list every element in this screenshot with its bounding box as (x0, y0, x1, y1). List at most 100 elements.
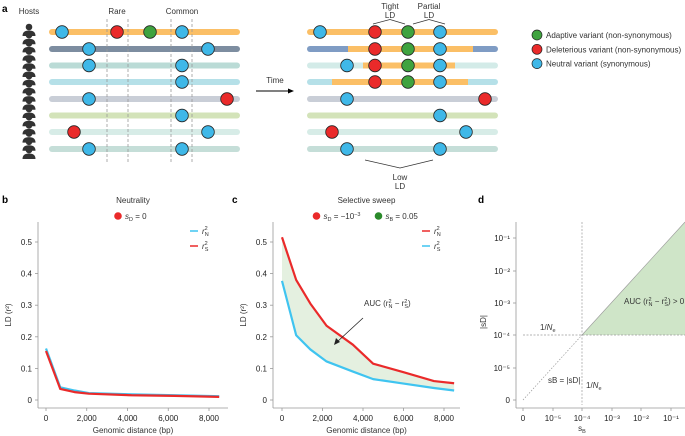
x-axis-label: sB (578, 424, 586, 435)
adaptive-variant (401, 25, 415, 39)
panel-a-diagram: Hosts Rare Common Time Tight LD Partial … (19, 2, 682, 191)
legend-label-S: r2 S (202, 241, 209, 253)
neutral-variant (82, 58, 96, 73)
panel-label-b: b (2, 195, 8, 206)
sweep-haplotype-segment (332, 79, 468, 85)
host-icon (25, 89, 33, 96)
legend-label-deleterious: Deleterious variant (non-synonymous) (546, 45, 682, 54)
neutral-variant (433, 25, 447, 39)
diagonal-upper (581, 221, 685, 336)
y-axis-label: LD (r²) (4, 303, 13, 326)
variant-legend: Adaptive variant (non-synonymous) Deleter… (531, 29, 682, 69)
neutral-variant (340, 142, 354, 156)
neutral-variant (201, 42, 215, 56)
y-tick-label: 10⁻¹ (494, 234, 510, 243)
diagonal-label: sB = |sD| (548, 376, 580, 385)
deleterious-variant (67, 125, 81, 139)
deleterious-variant (368, 58, 382, 73)
deleterious-legend-dot (531, 43, 543, 55)
x-tick-label: 8,000 (434, 414, 455, 423)
time-label: Time (266, 76, 284, 85)
adaptive-variant (401, 75, 415, 89)
chart-title: Neutrality (116, 196, 150, 205)
neutral-variant (433, 108, 447, 123)
neutral-variant (433, 58, 447, 73)
host-icon (25, 40, 33, 47)
neutral-variant (175, 108, 189, 123)
y-tick-label: 0.4 (21, 270, 33, 279)
host-icon (25, 81, 33, 88)
panel-label-a: a (2, 4, 8, 15)
annotation-arrow-icon (336, 317, 364, 343)
neutral-variant (175, 75, 189, 89)
y-tick-label: 0.5 (21, 238, 33, 247)
common-label: Common (166, 7, 198, 16)
series-line-S (280, 280, 455, 392)
hosts-icons (22, 23, 36, 159)
x-tick-label: 6,000 (158, 414, 179, 423)
host-icon (25, 97, 33, 105)
panel-d-axes: 0 10⁻⁵ 10⁻⁴ 10⁻³ 10⁻² 10⁻¹ 0 10⁻⁵ 10⁻⁴ 10⁻³ 10⁻² 10… (493, 222, 685, 423)
selection-coefficient-label: sD = 0 (125, 212, 147, 223)
deleterious-variant (368, 75, 382, 89)
neutral-variant (201, 125, 215, 139)
neutral-variant (55, 25, 69, 39)
host-icon (25, 105, 33, 113)
host-icon (25, 130, 33, 137)
low-ld-label-2: LD (395, 182, 405, 191)
legend-label-N: r2 N (434, 226, 441, 238)
y-tick-label: 0.3 (21, 301, 33, 310)
panel-b-chart: 0 0.1 0.2 0.3 0.4 0.5 0 2,000 4,000 6,000 8,000 Gen… (4, 196, 228, 435)
deleterious-variant (368, 25, 382, 39)
neutral-variant (340, 92, 354, 106)
host-icon (25, 72, 33, 80)
threshold-label-x: 1/Ne (586, 381, 602, 392)
partial-ld-bracket (412, 19, 446, 25)
variants-before (55, 25, 234, 156)
y-tick-label: 0.2 (21, 333, 33, 342)
neutral-variant (175, 25, 189, 39)
x-tick-label: 0 (44, 414, 49, 423)
deleterious-variant (110, 25, 124, 39)
legend-label-adaptive: Adaptive variant (non-synonymous) (546, 31, 672, 40)
panel-c-chart: 0 0.1 0.2 0.3 0.4 0.5 0 2,000 4,000 6,000 8,000 Gen… (239, 196, 460, 435)
auc-region-label: AUC (r2 N − r2 S) > 0 (624, 297, 685, 308)
series-line-N (44, 348, 220, 398)
x-tick-label: 10⁻² (633, 414, 649, 423)
x-tick-label: 4,000 (117, 414, 138, 423)
host-icon (25, 48, 33, 55)
neutral-variant (175, 58, 189, 73)
auc-annotation: AUC (r2 N − r2 S) (364, 299, 411, 310)
legend-label-S: r2 S (434, 241, 441, 253)
x-tick-label: 10⁻⁵ (545, 414, 561, 423)
y-tick-label: 0.4 (256, 270, 268, 279)
x-tick-label: 4,000 (353, 414, 374, 423)
neutral-variant (459, 125, 473, 139)
host-icon (25, 56, 33, 64)
y-tick-label: 10⁻³ (494, 299, 510, 308)
y-tick-label: 0 (28, 396, 33, 405)
x-axis-label: Genomic distance (bp) (93, 426, 174, 435)
partial-ld-label-2: LD (424, 11, 434, 20)
host-icon (25, 31, 33, 39)
host-icon (25, 113, 33, 121)
x-tick-label: 10⁻¹ (663, 414, 679, 423)
diagonal-line (522, 334, 583, 401)
legend-label-N: r2 N (202, 226, 209, 238)
tight-ld-label-1: Tight (381, 2, 399, 11)
x-tick-label: 8,000 (199, 414, 220, 423)
selection-coefficient-label: sB = 0.05 (386, 212, 419, 223)
neutral-legend-dot (531, 58, 543, 69)
low-ld-bracket (364, 159, 434, 169)
auc-area (282, 237, 455, 391)
x-axis-label: Genomic distance (bp) (326, 426, 407, 435)
host-icon (25, 64, 33, 72)
host-body-icon (22, 153, 36, 159)
y-tick-label: 0.5 (256, 238, 268, 247)
frequency-guides (106, 19, 193, 162)
adaptive-legend-dot (531, 29, 543, 41)
y-axis-label: |sD| (479, 315, 488, 329)
x-tick-label: 0 (280, 414, 285, 423)
variants-after (313, 25, 492, 156)
